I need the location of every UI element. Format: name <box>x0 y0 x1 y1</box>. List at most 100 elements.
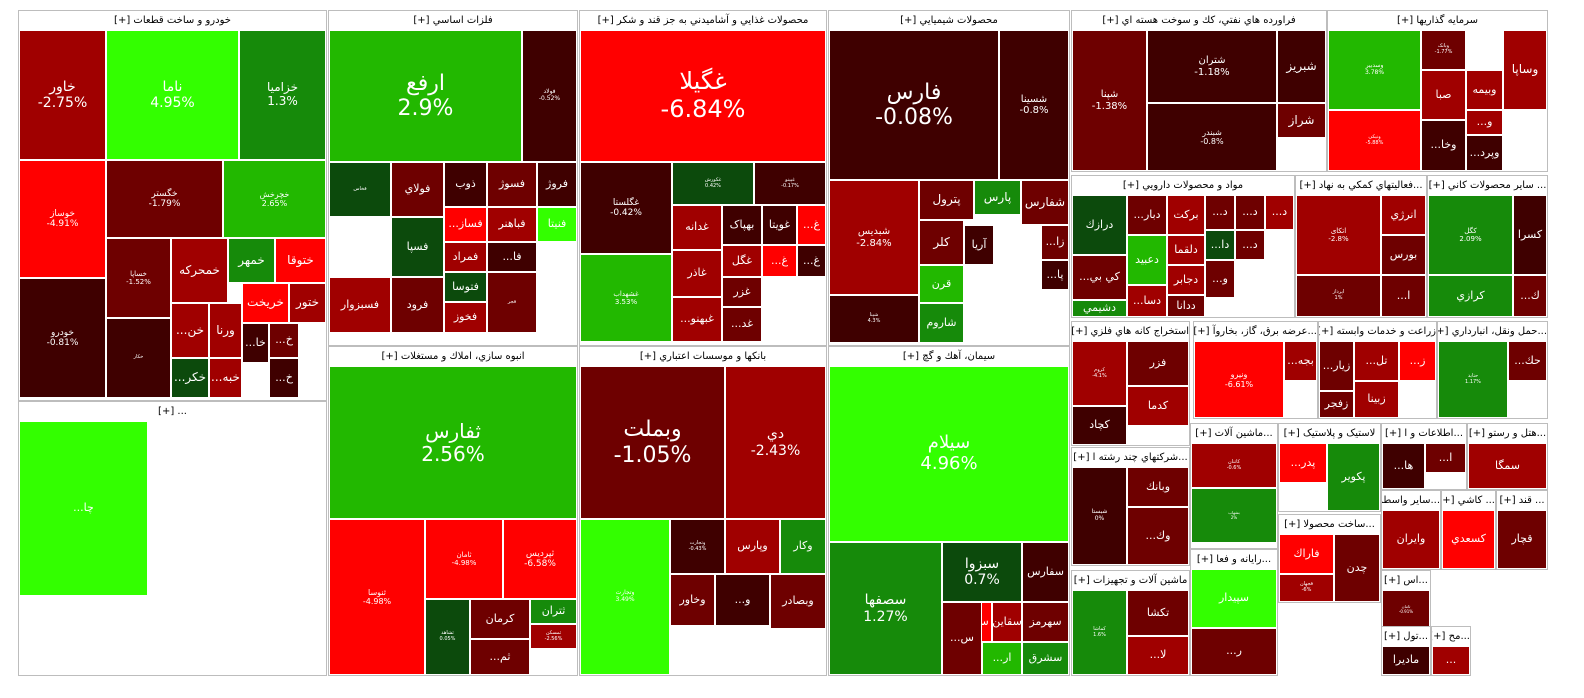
stock-tile[interactable]: پكوير <box>1327 443 1380 511</box>
sector-title-link[interactable]: ...عرضه برق، گاز، بخاروآ [+] <box>1194 322 1317 341</box>
stock-tile[interactable]: ...فساز <box>444 207 487 242</box>
stock-tile[interactable]: ...وپرد <box>1466 135 1503 171</box>
stock-tile[interactable]: ...چا <box>19 421 148 596</box>
stock-tile[interactable]: دي -2.43% <box>725 366 826 519</box>
stock-tile[interactable]: سپيدار <box>1191 569 1277 628</box>
stock-tile[interactable]: تكشا <box>1127 590 1189 636</box>
stock-tile[interactable]: كرازي <box>1428 275 1513 317</box>
stock-tile[interactable]: غاذر <box>672 250 722 297</box>
stock-tile[interactable]: فجر <box>487 272 537 333</box>
stock-tile[interactable]: سقاين <box>992 602 1022 642</box>
stock-tile[interactable]: ...خا <box>242 323 269 363</box>
sector-title-link[interactable]: ...هتل و رستو [+] <box>1468 424 1547 443</box>
stock-tile[interactable]: اتکای -2.8% <box>1296 195 1381 275</box>
stock-tile[interactable]: ثتران <box>530 599 577 624</box>
stock-tile[interactable]: ...د <box>1235 195 1265 230</box>
sector-title-link[interactable]: ... ساير محصولات كاني [+] <box>1428 176 1547 195</box>
sector-title-link[interactable]: ...تول [+] <box>1382 627 1430 646</box>
stock-tile[interactable]: شبريز <box>1277 30 1326 103</box>
sector-title-link[interactable]: ... كاشي [+] <box>1442 491 1495 510</box>
stock-tile[interactable]: ...ثم <box>470 639 530 675</box>
sector-title-link[interactable]: محصولات غذايي و آشاميدني به جز قند و شكر… <box>580 11 826 30</box>
stock-tile[interactable]: ...تل <box>1354 341 1399 381</box>
stock-tile[interactable]: درازك <box>1072 195 1127 255</box>
stock-tile[interactable]: فجهان -6% <box>1279 574 1334 602</box>
stock-tile[interactable]: آريا <box>964 225 994 265</box>
stock-tile[interactable]: غپینو -0.17% <box>754 162 826 205</box>
stock-tile[interactable]: غکورش 0.42% <box>672 162 754 205</box>
stock-tile[interactable]: بشهاب 2% <box>1191 488 1277 543</box>
stock-tile[interactable]: غويتا <box>762 205 797 245</box>
stock-tile[interactable]: شبستا 0% <box>1072 467 1127 565</box>
stock-tile[interactable]: ثامان -4.98% <box>425 519 503 599</box>
stock-tile[interactable]: ...فا <box>487 242 537 272</box>
stock-tile[interactable]: ...د <box>1205 195 1235 230</box>
stock-tile[interactable]: ونیرو -6.61% <box>1194 341 1284 418</box>
stock-tile[interactable]: سيلام 4.96% <box>829 366 1069 542</box>
sector-title-link[interactable]: ...ماشين آلات [+] <box>1191 424 1277 443</box>
stock-tile[interactable]: ثشاهد 0.05% <box>425 599 470 675</box>
sector-title-link[interactable]: محصولات شيميايي [+] <box>829 11 1069 30</box>
stock-tile[interactable]: خودرو -0.81% <box>19 278 106 398</box>
stock-tile[interactable]: ثفارس 2.56% <box>329 366 577 519</box>
stock-tile[interactable]: فسبزوار <box>329 277 391 333</box>
stock-tile[interactable]: اپرداز 1% <box>1296 275 1381 317</box>
stock-tile[interactable]: ...خن <box>171 303 209 358</box>
stock-tile[interactable]: فارس -0.08% <box>829 30 999 180</box>
stock-tile[interactable]: فرود <box>391 277 444 333</box>
sector-title-link[interactable]: فراورده هاي نفتي، كك و سوخت هسته اي [+] <box>1072 11 1326 30</box>
sector-title-link[interactable]: ...رايانه و فعا [+] <box>1191 550 1277 569</box>
stock-tile[interactable]: ...ز <box>1399 341 1436 381</box>
stock-tile[interactable]: كسرا <box>1513 195 1547 275</box>
stock-tile[interactable]: ...ها <box>1382 443 1425 489</box>
sector-title-link[interactable]: بانكها و موسسات اعتباري [+] <box>580 347 826 366</box>
stock-tile[interactable]: ...و <box>1466 110 1503 135</box>
stock-tile[interactable]: ...و <box>715 574 770 626</box>
stock-tile[interactable]: شاروم <box>919 303 964 343</box>
stock-tile[interactable]: ...دبار <box>1127 195 1167 235</box>
sector-title-link[interactable]: ...ساخت محصولا [+] <box>1279 515 1380 534</box>
stock-tile[interactable]: ...د <box>1235 230 1265 260</box>
stock-tile[interactable]: زفجر <box>1319 391 1354 418</box>
stock-tile[interactable]: وخاور <box>670 574 715 626</box>
sector-title-link[interactable]: زراعت و خدمات وابسته [+] <box>1319 322 1436 341</box>
stock-tile[interactable]: ...غد <box>722 307 762 342</box>
stock-tile[interactable]: سفارس <box>1022 542 1069 602</box>
stock-tile[interactable]: سشرق <box>1022 642 1069 675</box>
sector-title-link[interactable]: ...اس [+] <box>1382 571 1430 590</box>
stock-tile[interactable]: وكار <box>780 519 826 574</box>
sector-title-link[interactable]: سرمايه گذاريها [+] <box>1328 11 1547 30</box>
stock-tile[interactable]: غگلستا -0.42% <box>580 162 672 254</box>
stock-tile[interactable]: بورس <box>1381 235 1426 275</box>
stock-tile[interactable]: قچار <box>1497 510 1547 569</box>
stock-tile[interactable]: ... <box>1432 646 1470 675</box>
stock-tile[interactable]: زبينا <box>1354 381 1399 418</box>
stock-tile[interactable]: سصفها 1.27% <box>829 542 942 675</box>
stock-tile[interactable]: ...س <box>942 602 982 675</box>
stock-tile[interactable]: غگيلا -6.84% <box>580 30 826 162</box>
stock-tile[interactable]: خمهر <box>228 238 275 283</box>
stock-tile[interactable]: وتجارت -0.43% <box>670 519 725 574</box>
stock-tile[interactable]: ...دسا <box>1127 285 1167 317</box>
stock-tile[interactable]: ونیکی -5.88% <box>1328 110 1421 171</box>
stock-tile[interactable]: ...غ <box>797 245 826 277</box>
stock-tile[interactable]: وساپا <box>1503 30 1547 110</box>
stock-tile[interactable]: بركت <box>1167 195 1205 235</box>
stock-tile[interactable]: قرن <box>919 265 964 303</box>
sector-title-link[interactable]: ...اطلاعات و ا [+] <box>1382 424 1466 443</box>
stock-tile[interactable]: وسدبير 3.78% <box>1328 30 1421 110</box>
stock-tile[interactable]: وبانک -1.77% <box>1421 30 1466 70</box>
stock-tile[interactable]: ...غ <box>762 245 797 277</box>
stock-tile[interactable]: خاور -2.75% <box>19 30 106 160</box>
stock-tile[interactable]: فخوز <box>444 302 487 333</box>
stock-tile[interactable]: خچرخش 2.65% <box>223 160 326 238</box>
stock-tile[interactable]: فمراد <box>444 242 487 272</box>
stock-tile[interactable]: وبانك <box>1127 467 1189 507</box>
stock-tile[interactable]: فاراك <box>1279 534 1334 574</box>
stock-tile[interactable]: شبديس -2.84% <box>829 180 919 295</box>
stock-tile[interactable]: ...دا <box>1205 230 1235 260</box>
stock-tile[interactable]: ذوب <box>444 162 487 207</box>
stock-tile[interactable]: ...خکر <box>171 358 209 398</box>
sector-title-link[interactable]: فلزات اساسي [+] <box>329 11 577 30</box>
stock-tile[interactable]: ...لا <box>1127 636 1189 675</box>
